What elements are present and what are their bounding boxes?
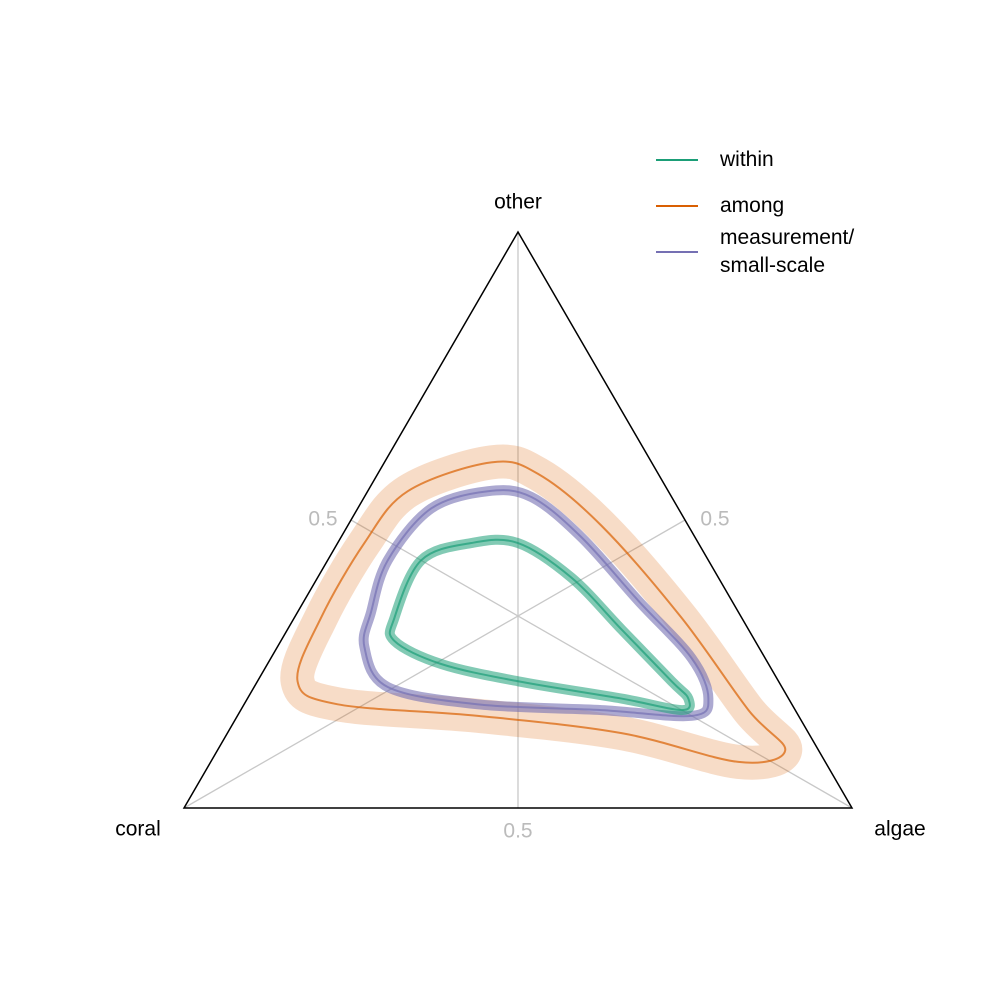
axis-label: other	[494, 191, 542, 214]
grid-line	[350, 519, 853, 809]
tick-label: 0.5	[503, 820, 532, 843]
legend-label: measurement/ small-scale	[720, 226, 855, 277]
series-line	[296, 460, 787, 764]
tick-label: 0.5	[308, 508, 337, 531]
axis-label: algae	[874, 818, 925, 841]
legend-label: among	[720, 194, 785, 217]
series-line	[388, 538, 691, 712]
axis-label: coral	[115, 818, 161, 841]
series-line	[362, 489, 710, 718]
triangle	[182, 230, 854, 809]
legend-label: within	[720, 148, 774, 171]
tick-label: 0.5	[700, 508, 729, 531]
